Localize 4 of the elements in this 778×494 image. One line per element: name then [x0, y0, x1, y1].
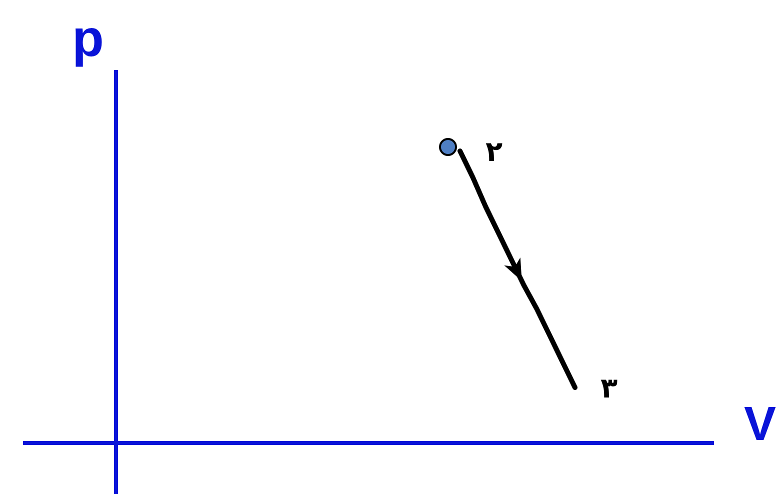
annotation: ۲	[485, 135, 503, 168]
x-axis-title: V	[744, 398, 776, 451]
text: p	[72, 10, 104, 68]
text: ۳	[600, 372, 618, 405]
